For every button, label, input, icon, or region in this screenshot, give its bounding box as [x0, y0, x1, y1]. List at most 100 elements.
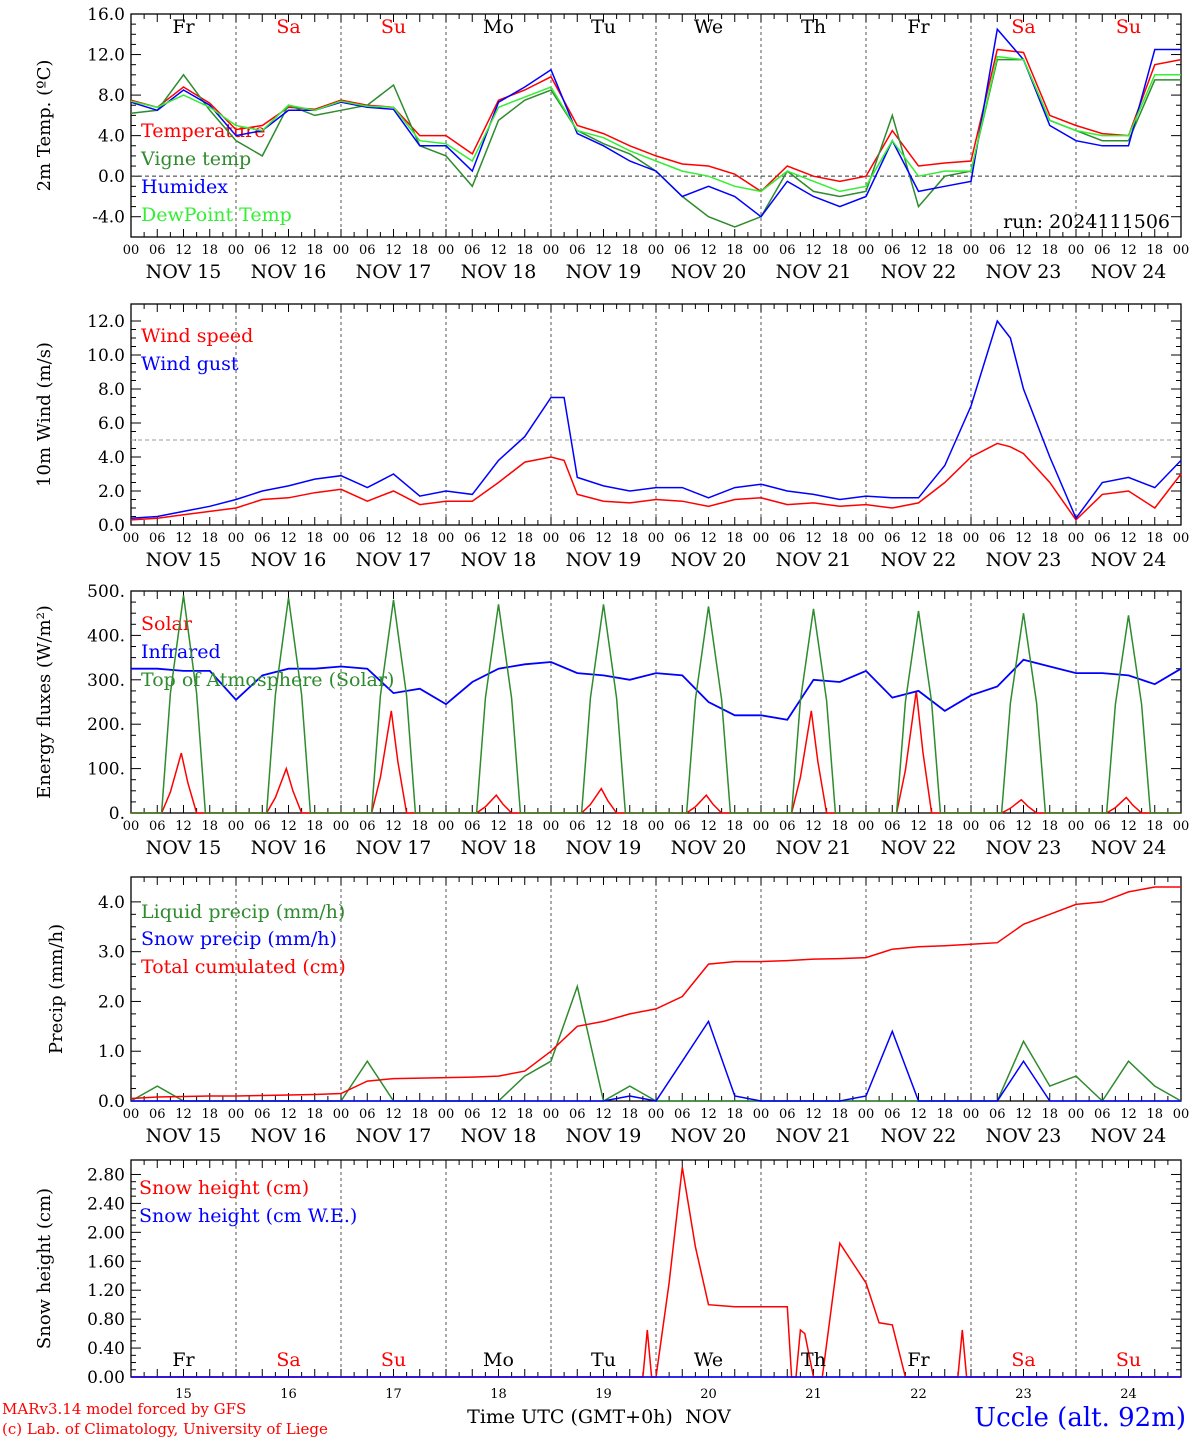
hour-tick-label: 00 — [648, 1107, 665, 1122]
weekday-label: Mo — [483, 16, 514, 38]
hour-tick-label: 18 — [516, 531, 533, 546]
date-label: NOV 24 — [1091, 837, 1167, 859]
weekday-label: Mo — [483, 1349, 514, 1371]
hour-tick-label: 00 — [228, 243, 245, 258]
hour-tick-label: 12 — [700, 531, 717, 546]
weekday-label: Tu — [591, 1349, 616, 1371]
hour-tick-label: 12 — [700, 1107, 717, 1122]
series-line-0 — [131, 690, 1181, 814]
y-axis-label: Precip (mm/h) — [46, 924, 67, 1054]
hour-tick-label: 06 — [149, 1107, 166, 1122]
hour-tick-label: 18 — [831, 819, 848, 834]
hour-tick-label: 00 — [858, 1107, 875, 1122]
y-tick-label: 12.0 — [87, 46, 125, 66]
hour-tick-label: 18 — [726, 819, 743, 834]
date-label: NOV 19 — [566, 549, 642, 571]
date-label: NOV 16 — [251, 549, 327, 571]
hour-tick-label: 18 — [411, 243, 428, 258]
date-label: NOV 21 — [776, 261, 852, 283]
legend-entry: Snow precip (mm/h) — [141, 928, 337, 950]
hour-tick-label: 18 — [831, 531, 848, 546]
hour-tick-label: 00 — [1068, 819, 1085, 834]
legend-entry: Total cumulated (cm) — [141, 956, 346, 978]
hour-tick-label: 18 — [621, 243, 638, 258]
date-label: NOV 23 — [986, 1125, 1062, 1147]
y-tick-label: 2.0 — [98, 482, 125, 502]
hour-tick-label: 06 — [464, 819, 481, 834]
hour-tick-label: 00 — [648, 531, 665, 546]
hour-tick-label: 00 — [963, 531, 980, 546]
hour-tick-label: 18 — [621, 1107, 638, 1122]
legend-entry: Solar — [141, 613, 193, 635]
weekday-label: Th — [801, 1349, 826, 1371]
hour-tick-label: 18 — [201, 531, 218, 546]
hour-tick-label: 00 — [543, 819, 560, 834]
hour-tick-label: 06 — [149, 819, 166, 834]
hour-tick-label: 12 — [805, 819, 822, 834]
y-tick-label: 2.00 — [87, 1223, 125, 1243]
hour-tick-label: 18 — [306, 819, 323, 834]
hour-tick-label: 06 — [569, 243, 586, 258]
hour-tick-label: 12 — [805, 531, 822, 546]
weekday-label: Sa — [1011, 1349, 1035, 1371]
weekday-label: Sa — [276, 16, 300, 38]
legend-entry: Temperature — [141, 120, 265, 142]
weekday-label: Su — [381, 16, 406, 38]
legend-entry: Infrared — [141, 641, 221, 663]
hour-tick-label: 12 — [805, 1107, 822, 1122]
y-tick-label: 2.80 — [87, 1165, 125, 1185]
hour-tick-label: 12 — [280, 1107, 297, 1122]
hour-tick-label: 12 — [385, 243, 402, 258]
date-label: NOV 19 — [566, 1125, 642, 1147]
hour-tick-label: 18 — [516, 243, 533, 258]
weekday-label: Fr — [172, 1349, 195, 1371]
hour-tick-label: 18 — [306, 1107, 323, 1122]
station-label: Uccle (alt. 92m) — [974, 1403, 1186, 1433]
hour-tick-label: 12 — [1015, 1107, 1032, 1122]
hour-tick-label: 00 — [333, 243, 350, 258]
weekday-label: Su — [1116, 1349, 1141, 1371]
series-line-2 — [131, 595, 1181, 814]
hour-tick-label: 18 — [201, 243, 218, 258]
series-line-3 — [130, 55, 1181, 193]
y-tick-label: 1.20 — [87, 1281, 125, 1301]
hour-tick-label: 18 — [516, 819, 533, 834]
hour-tick-label: 12 — [1120, 531, 1137, 546]
hour-tick-label: 00 — [438, 243, 455, 258]
date-label: NOV 15 — [146, 1125, 222, 1147]
hour-tick-label: 12 — [595, 819, 612, 834]
hour-tick-label: 12 — [490, 1107, 507, 1122]
hour-tick-label: 06 — [359, 531, 376, 546]
date-label: NOV 19 — [566, 261, 642, 283]
hour-tick-label: 06 — [884, 1107, 901, 1122]
y-tick-label: 10.0 — [87, 346, 125, 366]
date-label: NOV 20 — [671, 549, 747, 571]
hour-tick-label: 00 — [438, 531, 455, 546]
hour-tick-label: 06 — [674, 531, 691, 546]
hour-tick-label: 00 — [963, 1107, 980, 1122]
y-tick-label: 0.00 — [87, 1368, 125, 1388]
hour-tick-label: 12 — [1015, 531, 1032, 546]
series-line-2 — [130, 27, 1181, 218]
hour-tick-label: 18 — [621, 819, 638, 834]
day-number-label: 19 — [595, 1387, 612, 1402]
date-label: NOV 21 — [776, 549, 852, 571]
y-tick-label: 200. — [87, 715, 125, 735]
hour-tick-label: 18 — [1146, 531, 1163, 546]
hour-tick-label: 00 — [753, 531, 770, 546]
hour-tick-label: 06 — [1094, 243, 1111, 258]
hour-tick-label: 00 — [1068, 1107, 1085, 1122]
hour-tick-label: 06 — [779, 531, 796, 546]
weekday-label: Fr — [172, 16, 195, 38]
hour-tick-label: 00 — [1068, 243, 1085, 258]
hour-tick-label: 12 — [805, 243, 822, 258]
y-tick-label: 0.80 — [87, 1310, 125, 1330]
hour-tick-label: 18 — [306, 531, 323, 546]
date-label: NOV 23 — [986, 261, 1062, 283]
date-label: NOV 18 — [461, 837, 537, 859]
hour-tick-label: 06 — [149, 531, 166, 546]
hour-tick-label: 06 — [254, 243, 271, 258]
series-line-2 — [130, 886, 1181, 1100]
hour-tick-label: 00 — [333, 531, 350, 546]
weekday-label: We — [694, 16, 723, 38]
